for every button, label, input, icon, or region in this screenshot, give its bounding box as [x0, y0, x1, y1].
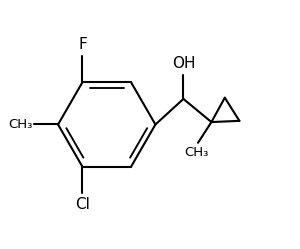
Text: F: F [78, 37, 87, 52]
Text: Cl: Cl [75, 197, 90, 212]
Text: CH₃: CH₃ [8, 118, 32, 131]
Text: OH: OH [172, 56, 195, 71]
Text: CH₃: CH₃ [184, 146, 209, 159]
